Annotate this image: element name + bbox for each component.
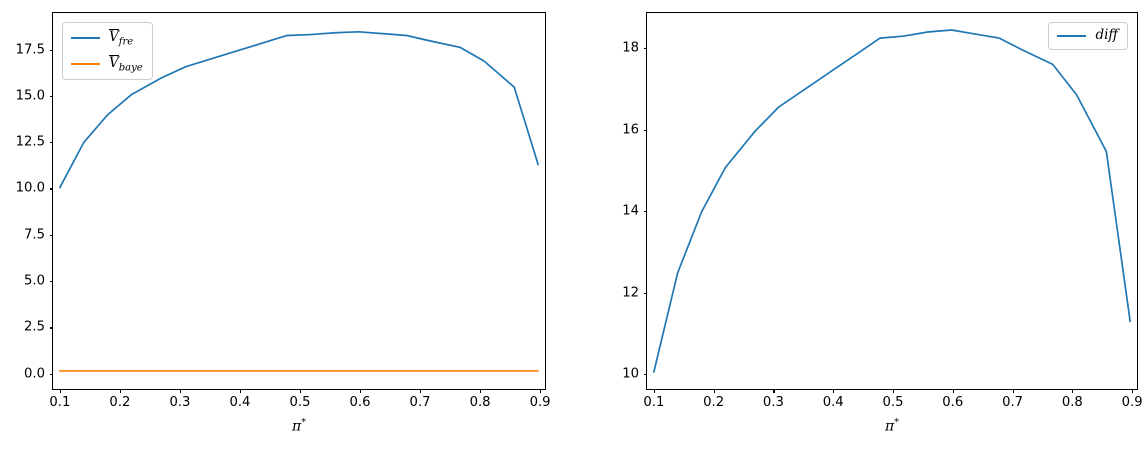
legend-label-vbaye: Vbaye — [109, 54, 143, 74]
left-x-axis-label-base: π — [292, 418, 302, 435]
legend-swatch-vbaye — [71, 62, 100, 66]
x-tick-mark — [300, 389, 302, 393]
right-x-axis-label-superscript: * — [894, 417, 899, 428]
x-tick-label: 0.8 — [469, 395, 491, 410]
y-tick-label: 0.0 — [24, 366, 45, 382]
x-tick-label: 0.7 — [1002, 395, 1024, 410]
x-tick-mark — [952, 389, 954, 393]
y-tick-label: 10.0 — [15, 180, 45, 196]
x-tick-mark — [833, 389, 835, 393]
legend-swatch-vfre — [71, 37, 100, 40]
y-tick-mark — [49, 234, 53, 236]
legend-item-diff: diff — [1057, 27, 1118, 43]
right-plot-lines — [647, 13, 1137, 389]
y-tick-label: 5.0 — [24, 273, 45, 289]
y-tick-label: 16 — [622, 122, 639, 138]
x-tick-label: 0.1 — [643, 395, 665, 410]
y-tick-label: 12 — [622, 285, 639, 301]
x-tick-mark — [653, 389, 655, 393]
left-x-axis-label: π* — [292, 417, 306, 435]
x-tick-label: 0.3 — [169, 395, 191, 410]
x-tick-label: 0.4 — [822, 395, 844, 410]
legend-item-vbaye: Vbaye — [71, 54, 143, 74]
y-tick-mark — [643, 129, 647, 131]
legend-label-diff: diff — [1095, 27, 1118, 43]
x-tick-label: 0.6 — [349, 395, 371, 410]
left-x-axis-label-superscript: * — [301, 417, 306, 428]
x-tick-mark — [893, 389, 895, 393]
x-tick-label: 0.9 — [1121, 395, 1143, 410]
right-subplot-axes: 0.1 0.2 0.3 0.4 0.5 0.6 0.7 0.8 0.9 10 12 14 16 18 π… — [622, 12, 1143, 435]
y-tick-mark — [49, 327, 53, 329]
x-tick-label: 0.4 — [229, 395, 251, 410]
x-tick-label: 0.7 — [409, 395, 431, 410]
y-tick-mark — [49, 95, 53, 97]
y-tick-label: 15.0 — [15, 88, 45, 104]
x-tick-mark — [1072, 389, 1074, 393]
y-tick-mark — [643, 292, 647, 294]
y-tick-mark — [49, 188, 53, 190]
y-tick-mark — [49, 373, 53, 375]
y-tick-label: 14 — [622, 203, 639, 219]
y-tick-mark — [643, 211, 647, 213]
series-line-diff — [654, 30, 1130, 372]
x-tick-mark — [59, 389, 61, 393]
x-tick-label: 0.2 — [703, 395, 725, 410]
right-x-axis-label-base: π — [885, 418, 895, 435]
y-tick-label: 18 — [622, 40, 639, 56]
x-tick-mark — [540, 389, 542, 393]
y-tick-label: 10 — [622, 366, 639, 382]
x-tick-label: 0.8 — [1061, 395, 1083, 410]
right-x-axis-label: π* — [885, 417, 899, 435]
x-tick-label: 0.9 — [529, 395, 551, 410]
y-tick-label: 12.5 — [15, 134, 45, 150]
x-tick-mark — [480, 389, 482, 393]
right-legend: diff — [1048, 22, 1128, 50]
x-tick-label: 0.1 — [49, 395, 71, 410]
x-tick-mark — [360, 389, 362, 393]
y-tick-label: 17.5 — [15, 42, 45, 57]
left-subplot-axes: 0.1 0.2 0.3 0.4 0.5 0.6 0.7 0.8 0.9 0.0 2.5 5.0 7.5… — [16, 12, 551, 435]
legend-label-vfre: Vfre — [109, 29, 134, 48]
left-plot-lines — [53, 13, 545, 389]
legend-swatch-diff — [1057, 34, 1087, 37]
series-line-V_fre — [60, 32, 538, 188]
left-legend: Vfre Vbaye — [62, 22, 153, 81]
x-tick-mark — [1132, 389, 1134, 393]
x-tick-label: 0.6 — [942, 395, 964, 410]
x-tick-mark — [420, 389, 422, 393]
x-tick-label: 0.5 — [289, 395, 311, 410]
y-tick-mark — [49, 281, 53, 283]
y-tick-mark — [643, 373, 647, 375]
x-tick-label: 0.3 — [762, 395, 784, 410]
x-tick-label: 0.5 — [882, 395, 904, 410]
x-tick-mark — [773, 389, 775, 393]
x-tick-mark — [239, 389, 242, 393]
y-tick-mark — [49, 142, 53, 144]
y-tick-label: 2.5 — [24, 319, 45, 335]
y-tick-label: 7.5 — [24, 227, 45, 243]
legend-item-vfre: Vfre — [71, 29, 143, 48]
x-tick-mark — [179, 389, 182, 393]
x-tick-mark — [1012, 389, 1014, 393]
x-tick-mark — [119, 389, 122, 393]
x-tick-mark — [713, 389, 715, 393]
y-tick-mark — [49, 49, 53, 51]
y-tick-mark — [643, 48, 647, 50]
x-tick-label: 0.2 — [109, 395, 131, 410]
